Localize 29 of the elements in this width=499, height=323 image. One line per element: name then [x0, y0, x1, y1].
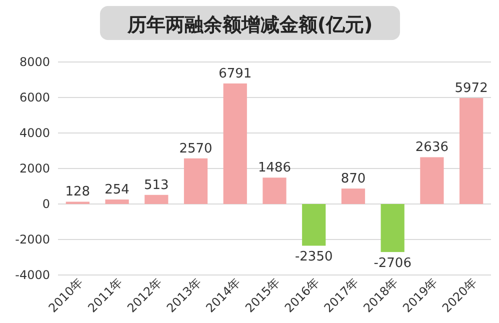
bar [460, 98, 484, 204]
data-label: -2350 [294, 250, 333, 265]
y-tick-label: -2000 [15, 232, 50, 246]
bar [420, 157, 444, 204]
bar [262, 178, 286, 204]
chart-title: 历年两融余额增减金额(亿元) [126, 14, 373, 36]
y-tick-label: 6000 [19, 90, 50, 104]
bar [184, 158, 208, 204]
y-tick-label: 8000 [19, 55, 50, 69]
bar [380, 204, 404, 252]
y-tick-label: 2000 [19, 162, 50, 176]
y-tick-label: -4000 [15, 268, 50, 282]
bar [341, 188, 366, 204]
data-label: 513 [144, 178, 169, 193]
bar [223, 83, 247, 204]
bar [302, 204, 326, 246]
data-label: 2636 [415, 140, 448, 156]
bar [144, 194, 168, 204]
data-label: 254 [104, 182, 130, 198]
data-label: 6791 [218, 66, 252, 82]
data-label: 5972 [454, 80, 488, 96]
y-tick-label: 4000 [19, 126, 50, 140]
data-label: 870 [340, 172, 366, 187]
y-tick-label: 0 [42, 197, 50, 211]
data-label: 2570 [179, 141, 212, 156]
data-label: 128 [65, 184, 90, 200]
data-label: 1486 [258, 160, 292, 176]
bar [105, 199, 129, 204]
data-label: -2706 [374, 256, 412, 272]
